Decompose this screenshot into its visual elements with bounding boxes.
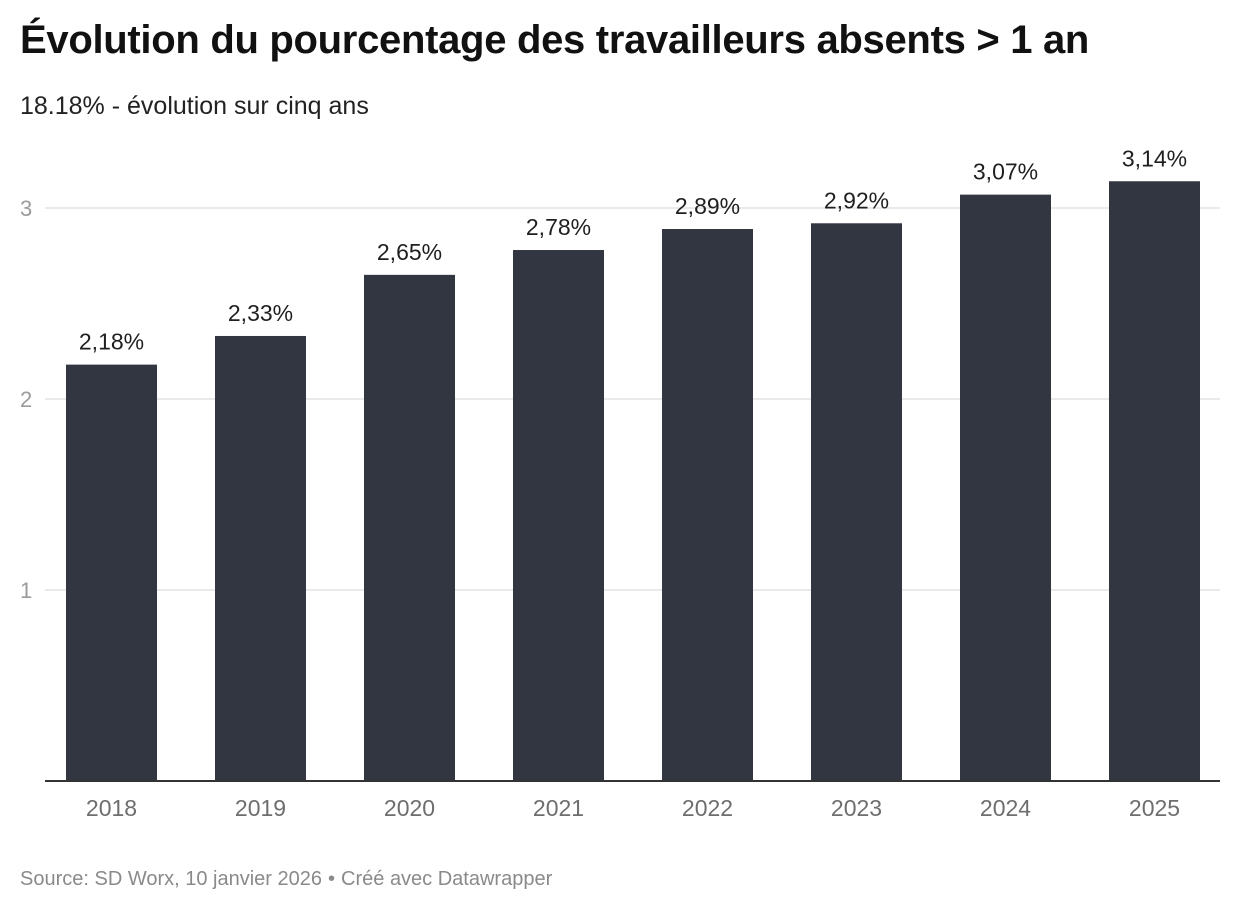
value-label-2021: 2,78% xyxy=(526,214,591,240)
x-tick-label-2021: 2021 xyxy=(533,795,584,821)
bar-2021 xyxy=(513,250,604,781)
y-tick-label: 1 xyxy=(20,578,32,603)
value-label-2024: 3,07% xyxy=(973,159,1038,185)
source-separator: • xyxy=(328,868,336,890)
axes: 1 2 3 2018 2019 2020 2021 2022 2023 2024 2025 xyxy=(20,196,1220,821)
value-label-2022: 2,89% xyxy=(675,193,740,219)
bar-2020 xyxy=(364,274,455,781)
bar-2022 xyxy=(662,229,753,781)
value-labels: 2,18% 2,33% 2,65% 2,78% 2,89% 2,92% 3,07% 3,14% xyxy=(79,145,1187,354)
source-note: Source: SD Worx, 10 janvier 2026 • Créé av… xyxy=(20,868,552,891)
value-label-2023: 2,92% xyxy=(824,187,889,213)
y-tick-label: 2 xyxy=(20,387,32,412)
bar-2024 xyxy=(960,194,1051,781)
x-tick-label-2023: 2023 xyxy=(831,795,882,821)
chart-title: Évolution du pourcentage des travailleur… xyxy=(20,18,1090,62)
x-tick-label-2019: 2019 xyxy=(235,795,286,821)
x-tick-label-2020: 2020 xyxy=(384,795,435,821)
x-tick-label-2018: 2018 xyxy=(86,795,137,821)
value-label-2025: 3,14% xyxy=(1122,145,1187,171)
bar-2023 xyxy=(811,223,902,781)
y-tick-label: 3 xyxy=(20,196,32,221)
x-tick-label-2024: 2024 xyxy=(980,795,1031,821)
chart-subtitle: 18.18% - évolution sur cinq ans xyxy=(20,92,369,120)
bars xyxy=(66,181,1200,781)
x-tick-label-2022: 2022 xyxy=(682,795,733,821)
value-label-2020: 2,65% xyxy=(377,239,442,265)
x-tick-label-2025: 2025 xyxy=(1129,795,1180,821)
bar-chart: 2,18% 2,33% 2,65% 2,78% 2,89% 2,92% 3,07% 3,14%… xyxy=(20,145,1220,821)
bar-2019 xyxy=(215,335,306,781)
bar-2025 xyxy=(1109,181,1200,781)
credit-text: Créé avec Datawrapper xyxy=(341,868,553,890)
source-text: Source: SD Worx, 10 janvier 2026 xyxy=(20,868,323,890)
value-label-2019: 2,33% xyxy=(228,300,293,326)
value-label-2018: 2,18% xyxy=(79,329,144,355)
bar-2018 xyxy=(66,364,157,781)
